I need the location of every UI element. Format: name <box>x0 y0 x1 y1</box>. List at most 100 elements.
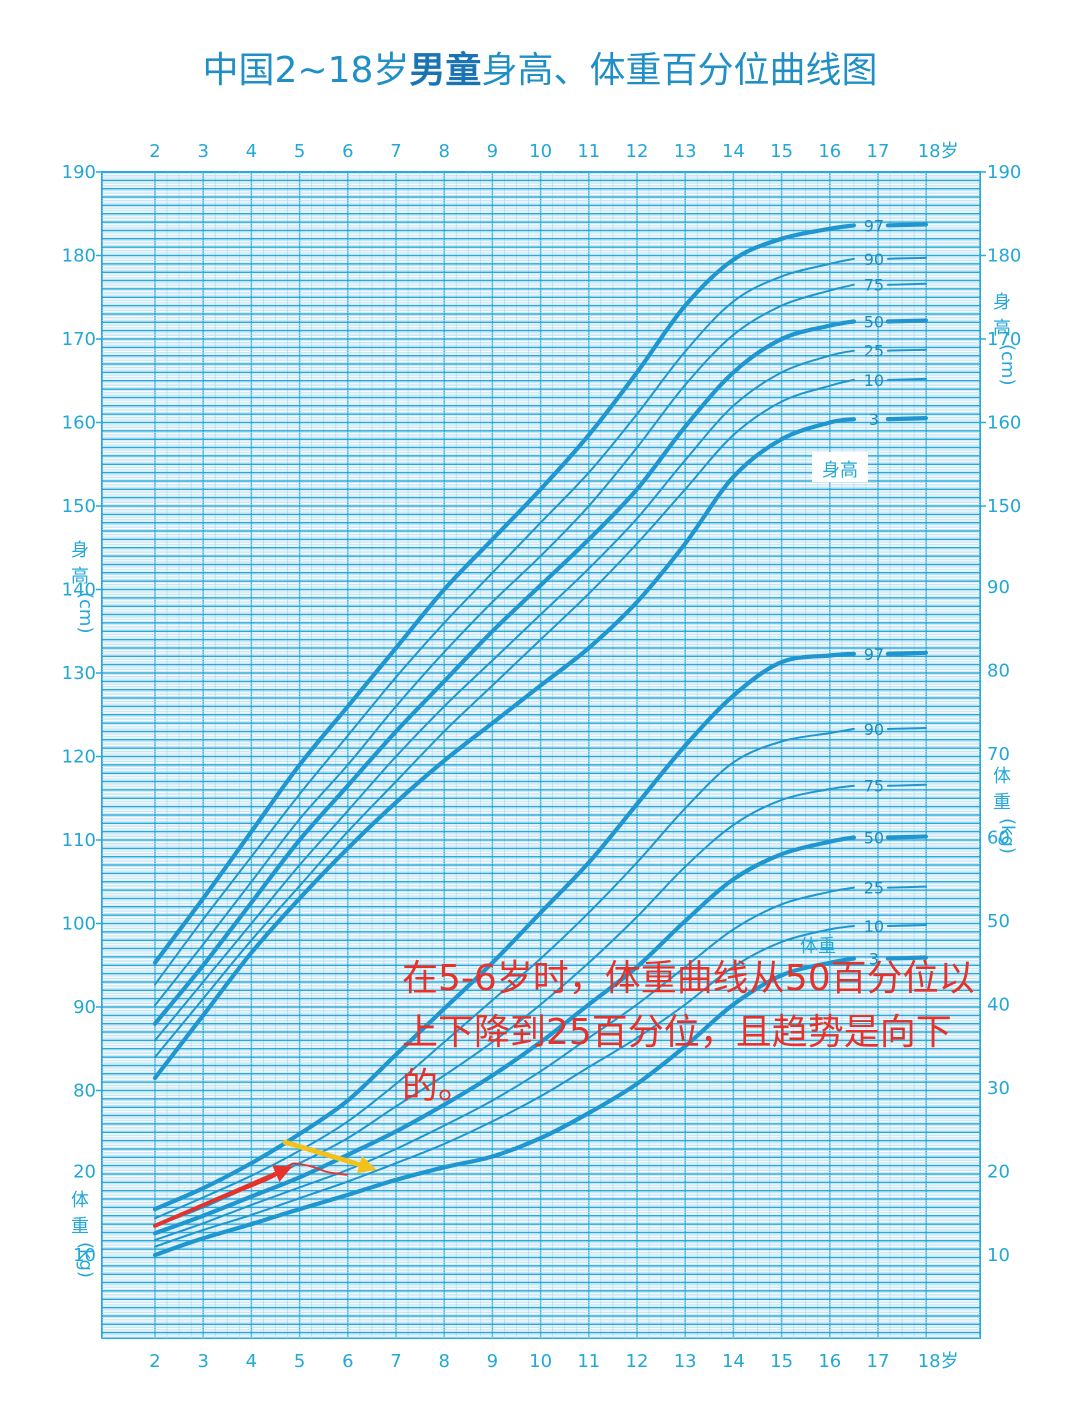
weight-curve-tail-p3 <box>885 955 929 961</box>
height-curve-tail-p97 <box>885 222 929 228</box>
left-weight-axis-title: 体重 (kg) <box>71 1190 96 1278</box>
x-tick-label-top: 3 <box>197 141 208 162</box>
left-tick-label: 110 <box>62 830 96 851</box>
x-tick-label-top: 15 <box>770 141 793 162</box>
weight-curve-p3 <box>152 956 856 1258</box>
weight-percentile-label-90: 90 <box>864 720 884 739</box>
x-tick-label-top: 10 <box>529 141 552 162</box>
height-percentile-label-90: 90 <box>864 250 884 269</box>
left-tick-label: 190 <box>62 162 96 183</box>
x-tick-label-bottom: 10 <box>529 1351 552 1372</box>
x-tick-label-bottom: 12 <box>626 1351 649 1372</box>
height-curve-p75 <box>154 283 855 1007</box>
height-curve-p97 <box>152 223 856 965</box>
right-tick-label: 180 <box>987 246 1021 267</box>
right-tick-label: 50 <box>987 911 1010 932</box>
x-tick-label-bottom: 15 <box>770 1351 793 1372</box>
x-tick-label-top: 18岁 <box>918 141 959 162</box>
red-arrow-head <box>272 1165 293 1182</box>
chart-title: 中国2~18岁男童身高、体重百分位曲线图 <box>203 49 878 91</box>
height-curve-p25 <box>154 349 855 1042</box>
weight-percentile-label-75: 75 <box>864 777 884 796</box>
axis-title-char: 体 <box>71 1190 89 1211</box>
right-tick-label: 190 <box>987 162 1021 183</box>
left-tick-label: 20 <box>73 1162 96 1183</box>
axis-title-run: (cm) <box>75 592 96 633</box>
x-tick-label-top: 17 <box>867 141 890 162</box>
x-tick-label-bottom: 3 <box>197 1351 208 1372</box>
annotation-line-3: 的。 <box>402 1066 474 1107</box>
weight-curve-p10 <box>154 925 855 1248</box>
weight-curve-tail-p97 <box>885 650 929 656</box>
x-tick-label-top: 4 <box>246 141 257 162</box>
weight-percentile-label-97: 97 <box>864 645 884 664</box>
axis-title-char: 重 <box>993 792 1011 813</box>
axis-title-char: 身 <box>71 540 89 561</box>
right-tick-label: 160 <box>987 413 1021 434</box>
x-tick-label-top: 5 <box>294 141 305 162</box>
axis-title-char: 高 <box>993 318 1011 339</box>
axis-title-char: 体 <box>993 766 1011 787</box>
height-curve-p50 <box>152 319 856 1026</box>
x-tick-label-bottom: 18岁 <box>918 1351 959 1372</box>
right-tick-label: 40 <box>987 995 1010 1016</box>
x-tick-label-bottom: 11 <box>577 1351 600 1372</box>
title-part2: 男童 <box>409 49 481 91</box>
x-tick-label-bottom: 8 <box>438 1351 449 1372</box>
weight-curve-tail-p75 <box>886 783 927 787</box>
grid <box>101 171 981 1339</box>
height-percentile-label-75: 75 <box>864 276 884 295</box>
x-tick-label-top: 2 <box>149 141 160 162</box>
axis-title-run: (kg) <box>997 818 1018 854</box>
height-curve-p10 <box>154 378 855 1059</box>
height-curve-p3 <box>152 417 856 1081</box>
left-tick-label: 120 <box>62 747 96 768</box>
right-tick-label: 60 <box>987 828 1010 849</box>
axis-title-run: (cm) <box>997 344 1018 385</box>
x-tick-label-top: 8 <box>438 141 449 162</box>
left-tick-label: 90 <box>73 997 96 1018</box>
height-percentile-label-3: 3 <box>869 410 879 429</box>
right-tick-label: 80 <box>987 661 1010 682</box>
left-tick-label: 150 <box>62 496 96 517</box>
axis-title-char: 重 <box>71 1216 89 1237</box>
axis-title-char: 高 <box>71 566 89 587</box>
x-tick-label-top: 6 <box>342 141 353 162</box>
left-tick-label: 80 <box>73 1081 96 1102</box>
annotation-line-2: 上下降到25百分位，且趋势是向下 <box>402 1012 952 1053</box>
left-tick-label: 100 <box>62 914 96 935</box>
right-tick-label: 150 <box>987 496 1021 517</box>
weight-curve-p90 <box>154 728 855 1220</box>
x-tick-label-top: 16 <box>818 141 841 162</box>
x-tick-label-top: 12 <box>626 141 649 162</box>
height-percentile-label-25: 25 <box>864 342 884 361</box>
axis-title-run: (kg) <box>75 1242 96 1278</box>
height-curve-tail-p50 <box>885 318 929 324</box>
height-curve-label: 身高 <box>822 460 858 481</box>
x-tick-label-bottom: 9 <box>487 1351 498 1372</box>
x-tick-label-bottom: 16 <box>818 1351 841 1372</box>
height-label-bg <box>812 452 868 482</box>
weight-curve-tail-p90 <box>886 726 927 730</box>
height-percentile-label-50: 50 <box>864 312 884 331</box>
yellow-arrow-shaft <box>282 1139 362 1168</box>
x-tick-label-top: 7 <box>390 141 401 162</box>
weight-percentile-label-10: 10 <box>864 917 884 936</box>
x-tick-label-top: 14 <box>722 141 745 162</box>
x-tick-label-top: 11 <box>577 141 600 162</box>
child-marks <box>153 1139 377 1228</box>
height-curve-tail-p3 <box>885 416 929 422</box>
axis-title-char: 身 <box>993 292 1011 313</box>
height-percentile-label-97: 97 <box>864 216 884 235</box>
weight-percentile-label-25: 25 <box>864 879 884 898</box>
left-tick-label: 170 <box>62 329 96 350</box>
red-arrow-shaft <box>153 1171 278 1228</box>
weight-curve-tail-p50 <box>885 834 929 840</box>
right-tick-label: 30 <box>987 1078 1010 1099</box>
weight-curve-p25 <box>154 886 855 1241</box>
x-tick-label-bottom: 4 <box>246 1351 257 1372</box>
height-curve-p90 <box>154 257 855 986</box>
left-tick-label: 130 <box>62 663 96 684</box>
